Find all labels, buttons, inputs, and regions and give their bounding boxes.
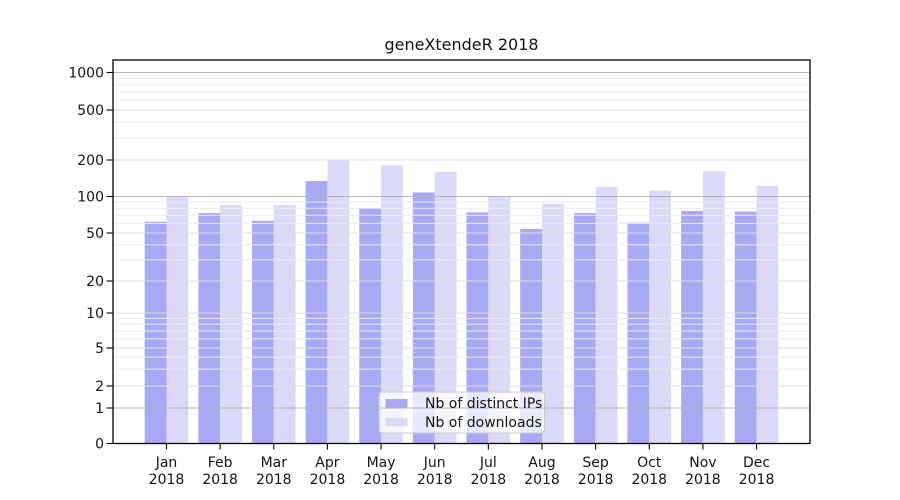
bar-jul-downloads	[488, 196, 511, 444]
x-tick-label-month-jul: Jul	[479, 455, 497, 471]
x-tick-label-year-nov: 2018	[685, 472, 721, 488]
bar-dec-distinct-ips	[734, 211, 757, 444]
x-tick-label-month-oct: Oct	[637, 455, 662, 471]
bar-may-downloads	[381, 165, 403, 444]
x-tick-label-month-nov: Nov	[689, 455, 716, 471]
x-tick-label-month-feb: Feb	[208, 455, 233, 471]
bar-jan-downloads	[166, 196, 189, 444]
legend-labels: Nb of distinct IPs Nb of downloads	[425, 396, 542, 431]
bar-oct-distinct-ips	[627, 222, 650, 444]
legend-box	[378, 391, 545, 434]
y-tick-label-100: 100	[77, 190, 104, 206]
bar-aug-distinct-ips	[520, 228, 542, 444]
bar-mar-distinct-ips	[251, 220, 274, 444]
x-tick-label-year-mar: 2018	[256, 472, 292, 488]
bar-aug-downloads	[541, 203, 564, 444]
x-tick-label-month-aug: Aug	[528, 455, 555, 471]
x-tick-label-year-jan: 2018	[149, 472, 185, 488]
legend-label-distinct-ips: Nb of distinct IPs	[425, 396, 542, 412]
y-tick-label-20: 20	[86, 274, 104, 290]
y-tick-label-50: 50	[86, 226, 104, 242]
y-tick-label-5: 5	[95, 341, 104, 357]
x-tick-label-month-dec: Dec	[743, 455, 770, 471]
bar-nov-distinct-ips	[681, 210, 703, 444]
legend-swatch-downloads	[385, 417, 408, 427]
y-tick-label-0: 0	[95, 437, 104, 453]
bar-sep-downloads	[595, 186, 618, 444]
bar-apr-downloads	[327, 160, 350, 444]
x-tick-label-year-apr: 2018	[310, 472, 346, 488]
bar-nov-downloads	[702, 171, 725, 444]
x-tick-label-year-aug: 2018	[524, 472, 560, 488]
axes	[106, 59, 811, 450]
x-tick-label-year-jul: 2018	[471, 472, 507, 488]
tick-labels: 01251020501002005001000Jan2018Feb2018Mar…	[68, 66, 774, 489]
x-tick-label-month-jun: Jun	[423, 455, 446, 471]
y-tick-label-10: 10	[86, 306, 104, 322]
plot-border	[112, 59, 811, 445]
x-tick-label-month-jan: Jan	[155, 455, 178, 471]
y-tick-label-2: 2	[95, 379, 104, 395]
chart-title: geneXtendeR 2018	[384, 35, 539, 54]
x-tick-label-year-oct: 2018	[631, 472, 667, 488]
x-tick-label-year-jun: 2018	[417, 472, 453, 488]
y-tick-label-1000: 1000	[68, 66, 104, 82]
bar-feb-distinct-ips	[198, 213, 221, 444]
y-tick-label-1: 1	[95, 401, 104, 417]
gridlines	[113, 72, 810, 409]
bar-jan-distinct-ips	[144, 221, 167, 444]
x-tick-label-year-may: 2018	[363, 472, 399, 488]
legend-label-downloads: Nb of downloads	[425, 415, 542, 431]
bar-apr-distinct-ips	[305, 181, 328, 444]
legend-swatch-distinct-ips	[385, 399, 408, 408]
x-tick-label-year-feb: 2018	[202, 472, 238, 488]
legend	[378, 391, 545, 434]
x-tick-label-year-dec: 2018	[739, 472, 775, 488]
x-tick-label-year-sep: 2018	[578, 472, 614, 488]
x-tick-label-month-sep: Sep	[582, 455, 609, 471]
bar-jun-downloads	[434, 171, 457, 444]
y-tick-label-500: 500	[77, 103, 104, 119]
bar-may-distinct-ips	[359, 208, 382, 444]
x-tick-label-month-mar: Mar	[261, 455, 288, 471]
bar-sep-distinct-ips	[573, 213, 596, 444]
bar-oct-downloads	[649, 190, 672, 444]
x-tick-label-month-may: May	[367, 455, 396, 471]
y-tick-label-200: 200	[77, 153, 104, 169]
bar-dec-downloads	[756, 186, 779, 444]
x-tick-label-month-apr: Apr	[315, 455, 339, 471]
